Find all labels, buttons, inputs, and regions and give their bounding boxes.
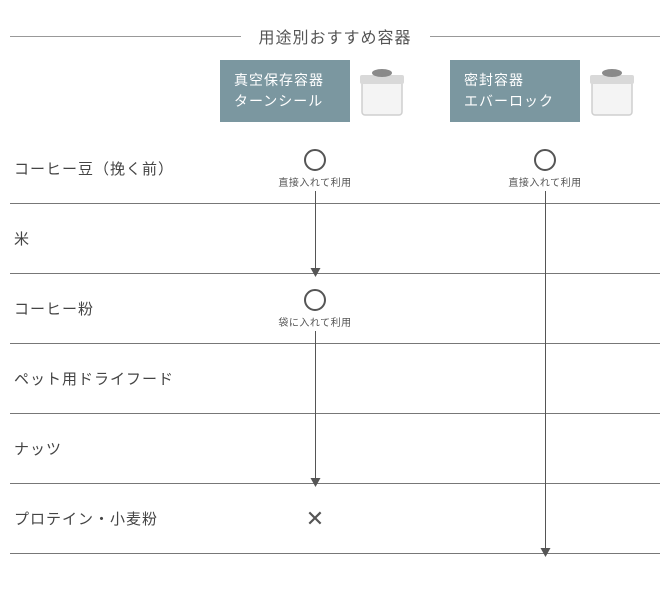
circle-mark-icon — [304, 289, 326, 311]
column-header: 密封容器 エバーロック — [430, 58, 660, 124]
column-badge: 真空保存容器 ターンシール — [220, 60, 350, 122]
table-row: ナッツ — [10, 414, 660, 484]
row-label: ペット用ドライフード — [10, 368, 200, 389]
mark-caption: 袋に入れて利用 — [278, 314, 351, 329]
row-label: 米 — [10, 228, 200, 249]
row-label: ナッツ — [10, 438, 200, 459]
table-row: プロテイン・小麦粉 ✕ — [10, 484, 660, 554]
row-label: プロテイン・小麦粉 — [10, 508, 200, 529]
cross-mark-icon: ✕ — [306, 508, 324, 530]
table-cell: 直接入れて利用 — [200, 149, 430, 189]
table-row: コーヒー粉袋に入れて利用 — [10, 274, 660, 344]
jar-icon — [354, 63, 410, 119]
table-row: 米 — [10, 204, 660, 274]
table-cell: 直接入れて利用 — [430, 149, 660, 189]
title-rule-right — [430, 36, 661, 37]
row-label: コーヒー粉 — [10, 298, 200, 319]
column-header: 真空保存容器 ターンシール — [200, 58, 430, 124]
comparison-table: 真空保存容器 ターンシール 密封容器 エバーロック コーヒー豆（挽く前） 直接入れ… — [0, 58, 670, 554]
header-spacer — [10, 58, 200, 124]
section-title: 用途別おすすめ容器 — [241, 24, 430, 48]
section-title-row: 用途別おすすめ容器 — [0, 0, 670, 58]
mark-caption: 直接入れて利用 — [508, 174, 581, 189]
circle-mark-icon — [534, 149, 556, 171]
title-rule-left — [10, 36, 241, 37]
table-row: ペット用ドライフード — [10, 344, 660, 414]
circle-mark-icon — [304, 149, 326, 171]
table-cell: ✕ — [200, 508, 430, 530]
row-label: コーヒー豆（挽く前） — [10, 158, 200, 179]
table-cell: 袋に入れて利用 — [200, 289, 430, 329]
table-header-row: 真空保存容器 ターンシール 密封容器 エバーロック — [10, 58, 660, 124]
table-row: コーヒー豆（挽く前） 直接入れて利用 直接入れて利用 — [10, 134, 660, 204]
jar-icon — [584, 63, 640, 119]
column-badge: 密封容器 エバーロック — [450, 60, 580, 122]
mark-caption: 直接入れて利用 — [278, 174, 351, 189]
